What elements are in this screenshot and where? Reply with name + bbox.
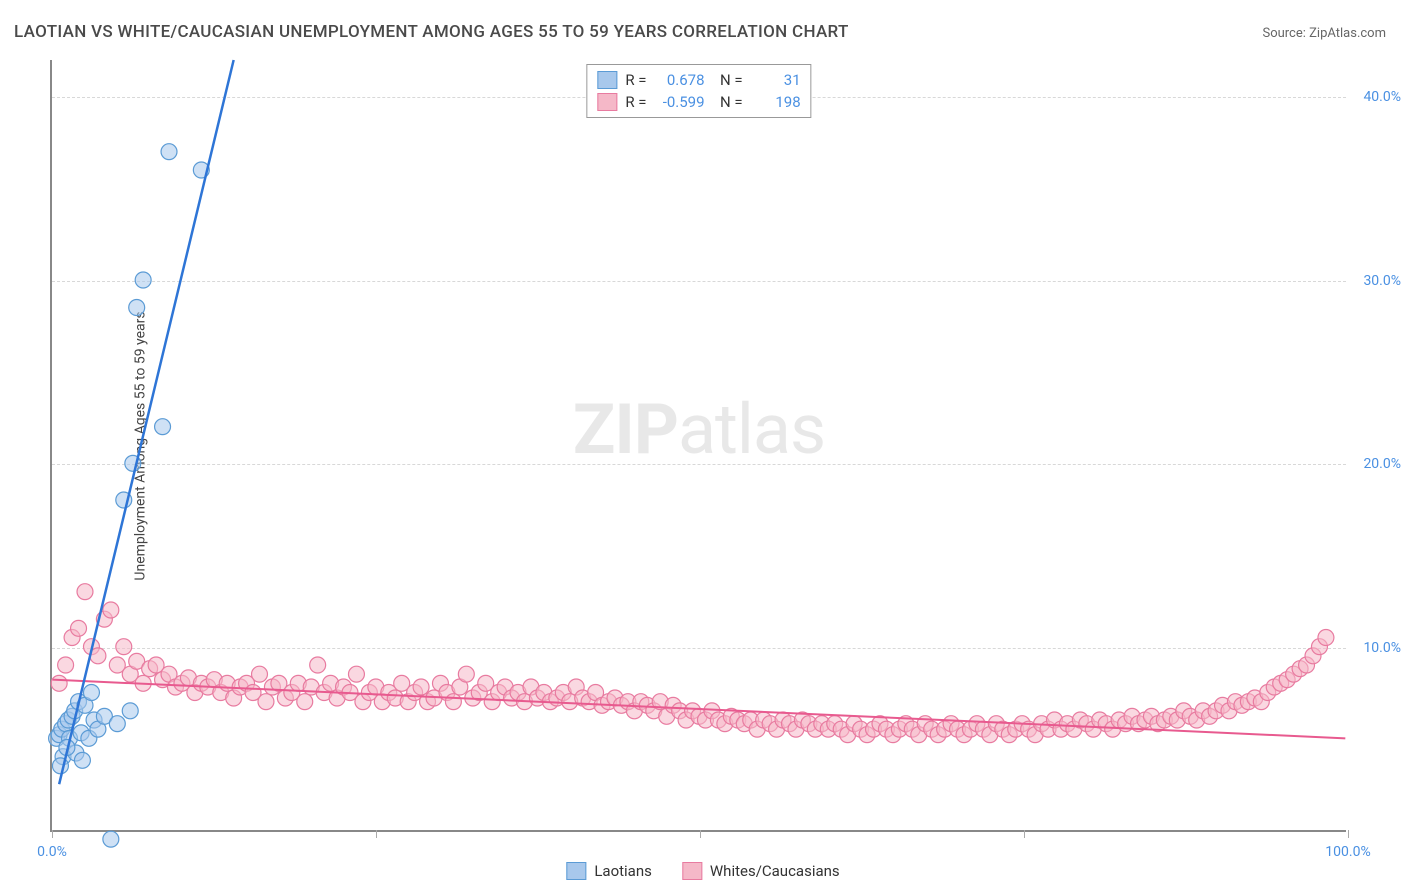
series-legend: Laotians Whites/Caucasians bbox=[566, 862, 839, 880]
scatter-point bbox=[103, 602, 119, 618]
r-label: R = bbox=[625, 93, 646, 111]
legend-row: R = 0.678 N = 31 bbox=[597, 69, 800, 91]
legend-label: Whites/Caucasians bbox=[710, 862, 840, 880]
scatter-point bbox=[297, 694, 313, 710]
scatter-point bbox=[310, 657, 326, 673]
y-tick-label: 30.0% bbox=[1363, 273, 1401, 289]
correlation-legend: R = 0.678 N = 31 R = -0.599 N = 198 bbox=[586, 64, 811, 118]
scatter-plot-svg bbox=[52, 60, 1346, 830]
n-value: 31 bbox=[751, 71, 801, 89]
y-tick-label: 40.0% bbox=[1363, 89, 1401, 105]
legend-item: Whites/Caucasians bbox=[682, 862, 840, 880]
r-value: 0.678 bbox=[655, 71, 705, 89]
source-link[interactable]: ZipAtlas.com bbox=[1309, 26, 1386, 41]
scatter-point bbox=[129, 300, 145, 316]
legend-swatch-icon bbox=[566, 862, 586, 880]
legend-swatch-icon bbox=[682, 862, 702, 880]
x-tick bbox=[1348, 830, 1349, 838]
scatter-point bbox=[155, 419, 171, 435]
legend-item: Laotians bbox=[566, 862, 652, 880]
scatter-point bbox=[458, 666, 474, 682]
scatter-point bbox=[103, 831, 119, 847]
x-tick bbox=[52, 830, 53, 838]
n-label: N = bbox=[713, 71, 743, 89]
x-tick-label: 100.0% bbox=[1325, 844, 1370, 860]
scatter-point bbox=[58, 657, 74, 673]
scatter-point bbox=[348, 666, 364, 682]
scatter-point bbox=[135, 272, 151, 288]
x-tick bbox=[700, 830, 701, 838]
chart-plot-area: ZIPatlas R = 0.678 N = 31 R = -0.599 N =… bbox=[50, 60, 1346, 832]
scatter-point bbox=[122, 703, 138, 719]
scatter-point bbox=[109, 716, 125, 732]
scatter-point bbox=[74, 752, 90, 768]
x-tick bbox=[376, 830, 377, 838]
scatter-point bbox=[161, 144, 177, 160]
legend-label: Laotians bbox=[594, 862, 652, 880]
scatter-point bbox=[51, 675, 67, 691]
scatter-point bbox=[77, 584, 93, 600]
scatter-point bbox=[445, 694, 461, 710]
y-tick-label: 10.0% bbox=[1363, 640, 1401, 656]
legend-swatch-icon bbox=[597, 93, 617, 111]
scatter-point bbox=[1318, 630, 1334, 646]
y-tick-label: 20.0% bbox=[1363, 456, 1401, 472]
scatter-point bbox=[71, 620, 87, 636]
x-tick-label: 0.0% bbox=[37, 844, 67, 860]
n-value: 198 bbox=[751, 93, 801, 111]
scatter-point bbox=[258, 694, 274, 710]
scatter-point bbox=[83, 685, 99, 701]
scatter-point bbox=[116, 639, 132, 655]
chart-title: LAOTIAN VS WHITE/CAUCASIAN UNEMPLOYMENT … bbox=[14, 22, 849, 42]
n-label: N = bbox=[713, 93, 743, 111]
legend-swatch-icon bbox=[597, 71, 617, 89]
r-label: R = bbox=[625, 71, 646, 89]
legend-row: R = -0.599 N = 198 bbox=[597, 91, 800, 113]
r-value: -0.599 bbox=[655, 93, 705, 111]
scatter-point bbox=[413, 679, 429, 695]
x-tick bbox=[1024, 830, 1025, 838]
source-credit: Source: ZipAtlas.com bbox=[1262, 26, 1386, 41]
scatter-point bbox=[252, 666, 268, 682]
